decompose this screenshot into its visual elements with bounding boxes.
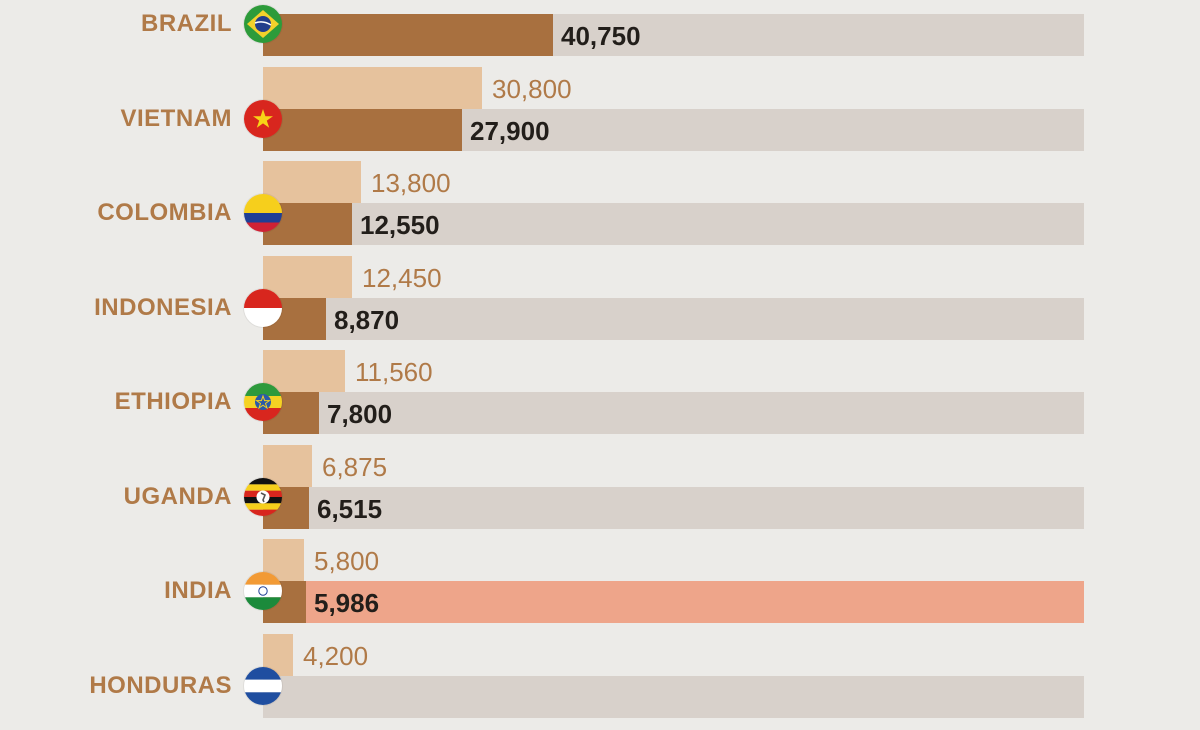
bar-track-honduras [263,675,1084,718]
bar-track-ethiopia [263,392,1084,434]
vietnam-flag-icon [244,99,282,138]
honduras-flag-icon [244,666,282,705]
value-label-bottom-vietnam: 27,900 [470,115,550,146]
country-row-uganda: 6,875 6,515 UGANDA [0,444,1200,541]
country-row-india: 5,800 5,986 INDIA [0,539,1200,635]
value-label-bottom-ethiopia: 7,800 [327,399,393,429]
value-label-top-colombia: 13,800 [371,168,451,198]
bar-top-indonesia [263,255,352,298]
country-row-brazil: 40,750 BRAZIL [0,0,1200,68]
country-label-uganda: UGANDA [123,482,232,510]
country-label-vietnam: VIETNAM [120,104,232,132]
bar-track-colombia [263,203,1084,245]
country-label-indonesia: INDONESIA [94,293,232,321]
india-flag-icon [244,572,282,610]
bar-track-india [263,581,1084,623]
country-row-vietnam: 30,800 27,900 VIETNAM [0,66,1200,163]
country-row-honduras: 4,200 HONDURAS [0,633,1200,730]
value-label-top-indonesia: 12,450 [362,262,442,293]
bar-top-colombia [263,161,361,203]
value-label-top-ethiopia: 11,560 [355,357,433,387]
value-label-bottom-colombia: 12,550 [360,210,440,240]
bar-bottom-vietnam [263,108,462,151]
indonesia-flag-icon [244,288,282,327]
country-label-honduras: HONDURAS [89,671,232,699]
country-row-ethiopia: 11,560 7,800 ETHIOPIA [0,350,1200,446]
bar-track-indonesia [263,297,1084,340]
bar-bottom-brazil [263,14,553,56]
country-label-india: INDIA [164,577,232,604]
country-row-colombia: 13,800 12,550 COLOMBIA [0,161,1200,257]
brazil-flag-icon [244,5,282,43]
value-label-top-honduras: 4,200 [303,640,369,671]
country-label-brazil: BRAZIL [141,10,232,37]
ethiopia-flag-icon [244,383,282,421]
value-label-bottom-uganda: 6,515 [317,493,383,524]
country-label-ethiopia: ETHIOPIA [114,388,232,415]
country-label-colombia: COLOMBIA [97,199,232,226]
value-label-bottom-indonesia: 8,870 [334,304,400,335]
value-label-top-vietnam: 30,800 [492,73,572,104]
bar-top-vietnam [263,66,482,109]
value-label-bottom-india: 5,986 [314,588,380,618]
bar-top-ethiopia [263,350,345,392]
colombia-flag-icon [244,194,282,232]
value-label-top-uganda: 6,875 [322,451,388,482]
value-label-top-india: 5,800 [314,546,380,576]
country-row-indonesia: 12,450 8,870 INDONESIA [0,255,1200,352]
uganda-flag-icon [244,477,282,516]
bar-track-uganda [263,486,1084,529]
value-label-bottom-brazil: 40,750 [561,21,641,51]
